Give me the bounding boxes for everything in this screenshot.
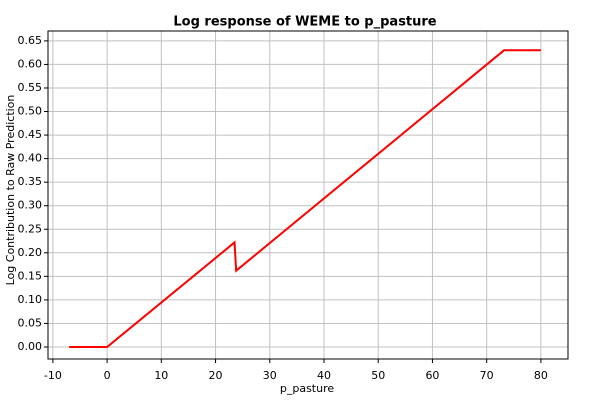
y-tick-label: 0.55 — [18, 81, 43, 94]
x-tick-label: 40 — [317, 369, 331, 382]
x-tick-label: 50 — [371, 369, 385, 382]
y-tick-label: 0.40 — [18, 152, 43, 165]
chart-title: Log response of WEME to p_pasture — [173, 15, 436, 30]
x-tick-label: 70 — [480, 369, 494, 382]
y-tick-label: 0.30 — [18, 199, 43, 212]
y-axis-label: Log Contribution to Raw Prediction — [4, 95, 17, 286]
x-tick-label: 80 — [534, 369, 548, 382]
y-tick-label: 0.05 — [18, 316, 43, 329]
y-tick-label: 0.65 — [18, 34, 43, 47]
x-tick-label: 30 — [263, 369, 277, 382]
x-tick-label: 0 — [104, 369, 111, 382]
x-tick-label: 10 — [154, 369, 168, 382]
data-line — [69, 49, 541, 348]
y-tick-label: 0.50 — [18, 105, 43, 118]
y-tick-label: 0.45 — [18, 128, 43, 141]
x-tick-label: -10 — [44, 369, 62, 382]
y-tick-label: 0.20 — [18, 246, 43, 259]
grid — [48, 31, 568, 359]
y-tick-label: 0.15 — [18, 269, 43, 282]
y-tick-label: 0.10 — [18, 293, 43, 306]
y-tick-label: 0.25 — [18, 222, 43, 235]
x-axis-label: p_pasture — [280, 382, 335, 395]
y-tick-label: 0.60 — [18, 57, 43, 70]
y-tick-label: 0.35 — [18, 175, 43, 188]
y-tick-label: 0.00 — [18, 340, 43, 353]
x-tick-label: 60 — [425, 369, 439, 382]
x-tick-label: 20 — [209, 369, 223, 382]
plot-frame — [47, 30, 569, 360]
